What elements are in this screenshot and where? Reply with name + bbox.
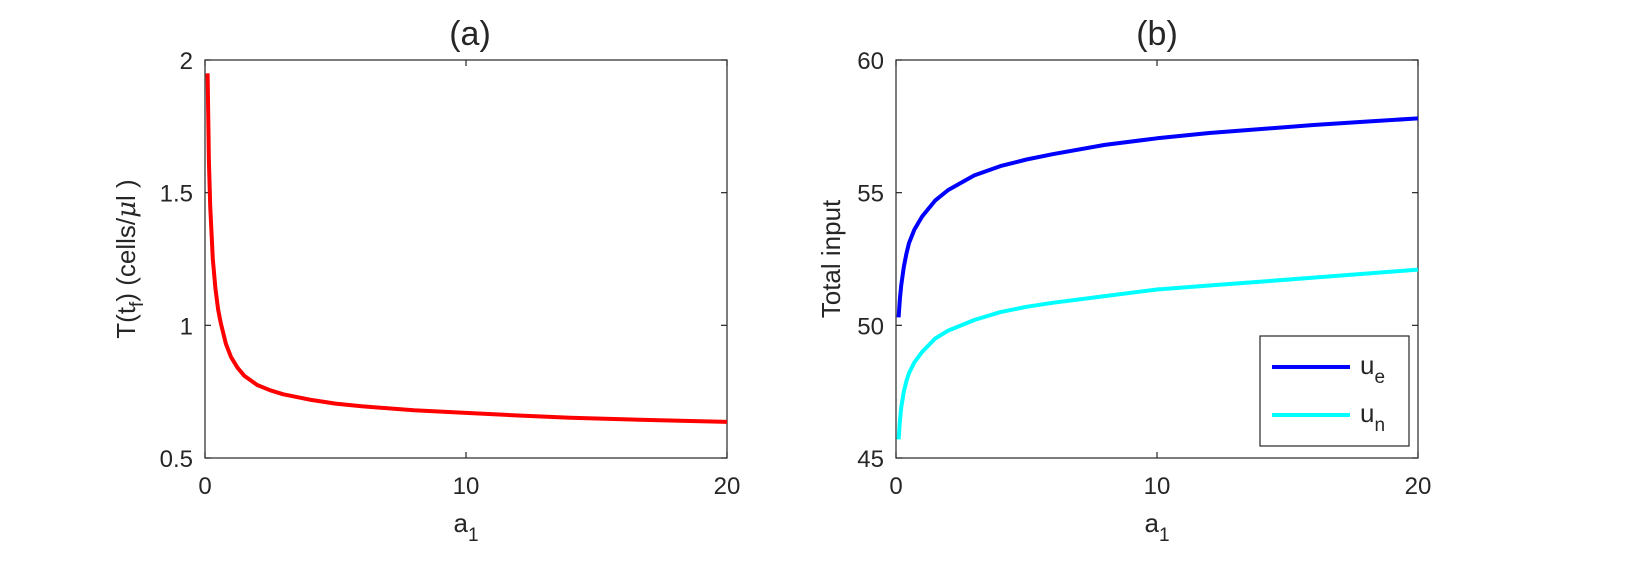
panel-b-xlabel: a1 [1144,508,1169,546]
legend-box [1259,335,1410,447]
x-tick-label: 0 [198,473,211,500]
series-line-b-1 [896,267,1419,440]
panel-b-title: (b) [1136,15,1178,53]
y-tick-label: 0.5 [160,446,193,473]
y-tick-label: 45 [857,446,884,473]
panel-a-tick-labels: 0 10 20 0.5 1 1.5 2 [160,48,741,500]
legend-label-un: un [1360,398,1385,436]
panel-b-tick-labels: 0 10 20 45 50 55 60 [857,48,1431,500]
x-tick-label: 10 [453,473,480,500]
y-tick-label: 1.5 [160,181,193,208]
panel-a: (a) 0 10 20 0.5 1 1.5 2 a1 T(tf) (cells/μl ) [111,15,740,546]
x-tick-label: 10 [1144,473,1171,500]
panel-a-series [205,73,728,424]
y-tick-label: 55 [857,181,884,208]
series-line-b-0 [896,116,1419,318]
y-tick-label: 1 [180,313,193,340]
panel-b-ylabel: Total input [816,199,846,318]
panel-a-ticks [204,59,728,459]
legend: ue un [1259,335,1410,447]
x-tick-label: 20 [1405,473,1432,500]
panel-b-ticks [895,59,1419,459]
panel-a-xlabel: a1 [453,508,478,546]
panel-b-series [896,116,1419,440]
panel-a-ylabel: T(tf) (cells/μl ) [111,179,148,338]
legend-label-ue: ue [1360,350,1385,388]
panel-a-title: (a) [449,15,491,53]
x-tick-label: 20 [714,473,741,500]
series-line-a-0 [205,73,728,424]
y-tick-label: 60 [857,48,884,75]
panel-b: (b) 0 10 20 45 50 55 60 a1 Total input ue un [816,15,1431,546]
x-tick-label: 0 [889,473,902,500]
y-tick-label: 50 [857,313,884,340]
y-tick-label: 2 [180,48,193,75]
panel-a-axes-box [204,59,728,459]
